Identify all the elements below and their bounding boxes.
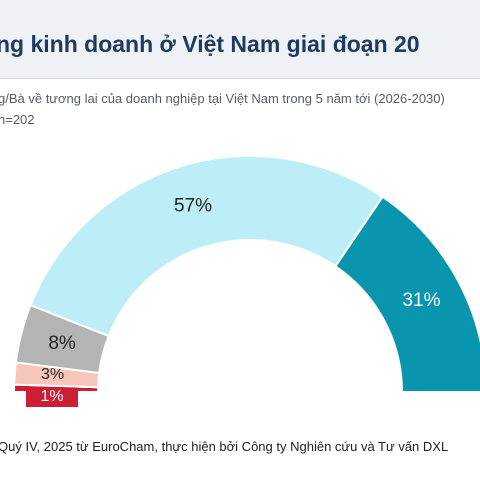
donut-slice-four [29,155,385,338]
chart-subtitle: g/Bà về tương lai của doanh nghiệp tại V… [0,91,445,106]
slice-label-five: 31% [402,290,440,311]
slice-label-four: 57% [174,196,212,217]
page-title: ng kinh doanh ở Việt Nam giai đoạn 20 [0,31,420,57]
donut-slice-five [334,195,480,393]
source-note: Quý IV, 2025 từ EuroCham, thực hiện bởi … [0,439,449,454]
sample-size: n=202 [0,112,35,127]
slice-label-three: 8% [48,333,76,354]
title-bar: ng kinh doanh ở Việt Nam giai đoạn 20 [0,0,480,79]
slice-label-two: 3% [41,366,64,383]
slice-label-box-one [26,387,78,407]
slice-label-one: 1% [40,388,63,405]
